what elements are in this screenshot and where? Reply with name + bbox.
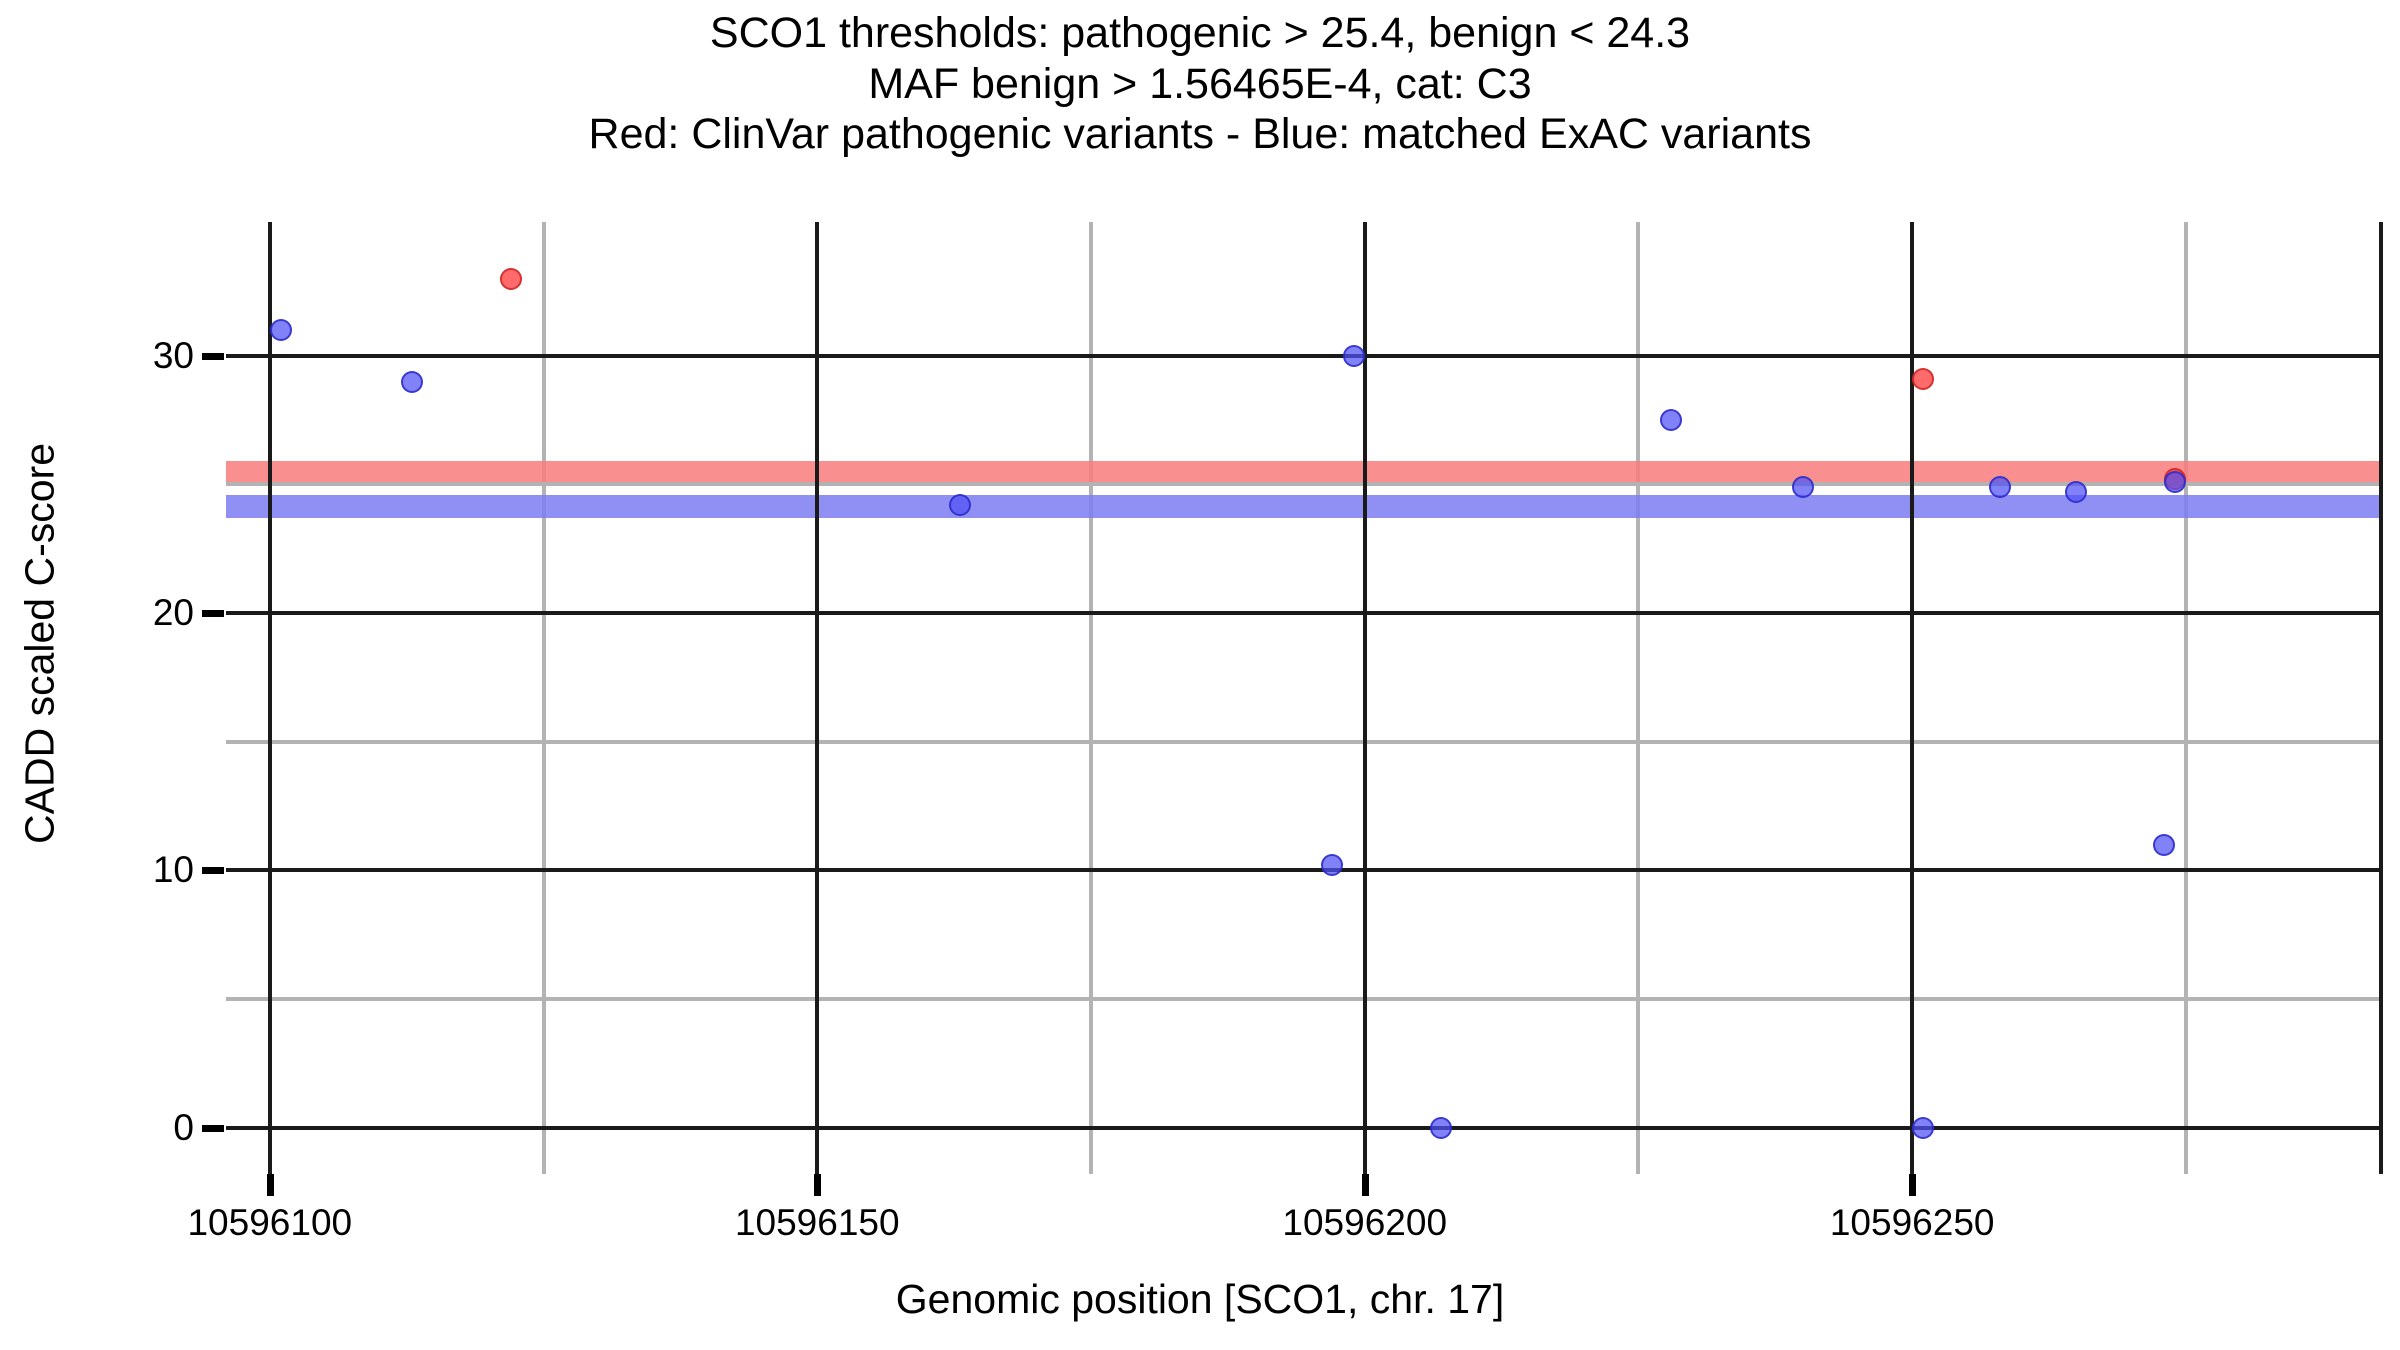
- gridline-y-minor: [226, 739, 2383, 744]
- gridline-x-minor: [1088, 222, 1093, 1174]
- data-point-exac[interactable]: [401, 370, 424, 393]
- gridline-x-major: [815, 222, 820, 1174]
- title-line-3: Red: ClinVar pathogenic variants - Blue:…: [588, 110, 1812, 159]
- data-point-exac[interactable]: [269, 319, 292, 342]
- plot-right-border: [2379, 222, 2383, 1174]
- x-tick-mark: [1361, 1174, 1369, 1196]
- gridline-x-minor: [541, 222, 546, 1174]
- data-point-exac[interactable]: [2163, 470, 2186, 493]
- gridline-x-minor: [2183, 222, 2188, 1174]
- data-point-exac[interactable]: [2153, 833, 2175, 856]
- data-point-exac[interactable]: [1430, 1116, 1453, 1139]
- x-tick-mark: [814, 1174, 822, 1196]
- data-point-exac[interactable]: [1791, 476, 1814, 499]
- y-axis-title: CADD scaled C-score: [16, 443, 63, 844]
- y-tick-mark: [202, 610, 224, 618]
- gridline-x-major: [1362, 222, 1367, 1174]
- data-point-exac[interactable]: [1320, 854, 1343, 877]
- y-tick-label: 30: [152, 334, 194, 376]
- y-tick-label: 20: [152, 592, 194, 634]
- data-point-exac[interactable]: [948, 494, 971, 517]
- gridline-x-major: [267, 222, 272, 1174]
- x-tick-mark: [1909, 1174, 1917, 1196]
- gridline-y-major: [226, 1125, 2383, 1130]
- data-point-exac[interactable]: [1988, 476, 2011, 499]
- gridline-x-minor: [1636, 222, 1641, 1174]
- data-point-exac[interactable]: [1912, 1116, 1935, 1139]
- x-tick-label: 10596150: [734, 1202, 900, 1243]
- x-tick-label: 10596100: [187, 1202, 353, 1243]
- gridline-x-major: [1910, 222, 1915, 1174]
- x-tick-label: 10596250: [1829, 1202, 1995, 1243]
- x-tick-label: 10596200: [1282, 1202, 1448, 1243]
- benign-threshold-band: [226, 494, 2383, 518]
- data-point-exac[interactable]: [1342, 344, 1365, 367]
- title-line-1: SCO1 thresholds: pathogenic > 25.4, beni…: [709, 9, 1691, 57]
- x-axis-title: Genomic position [SCO1, chr. 17]: [895, 1276, 1505, 1322]
- title-line-2: MAF benign > 1.56465E-4, cat: C3: [868, 59, 1532, 108]
- y-tick-mark: [202, 352, 224, 360]
- data-point-pathogenic[interactable]: [499, 267, 522, 290]
- data-point-pathogenic[interactable]: [1912, 367, 1935, 390]
- data-point-exac[interactable]: [1660, 409, 1683, 432]
- chart-title: SCO1 thresholds: pathogenic > 25.4, beni…: [0, 8, 2400, 160]
- y-tick-label: 10: [152, 849, 194, 891]
- y-tick-mark: [202, 1124, 224, 1132]
- x-tick-mark: [266, 1174, 274, 1196]
- data-point-exac[interactable]: [2065, 481, 2088, 504]
- gridline-y-minor: [226, 997, 2383, 1002]
- y-tick-label: 0: [173, 1106, 194, 1148]
- y-tick-mark: [202, 867, 224, 875]
- gridline-y-minor: [226, 482, 2383, 487]
- gridline-y-major: [226, 611, 2383, 616]
- gridline-y-major: [226, 353, 2383, 358]
- gridline-y-major: [226, 868, 2383, 873]
- pathogenic-threshold-band: [226, 461, 2383, 482]
- plot-area: 0 10 20 30 10596100 10596150 10596200 10596250: [153, 222, 2383, 1243]
